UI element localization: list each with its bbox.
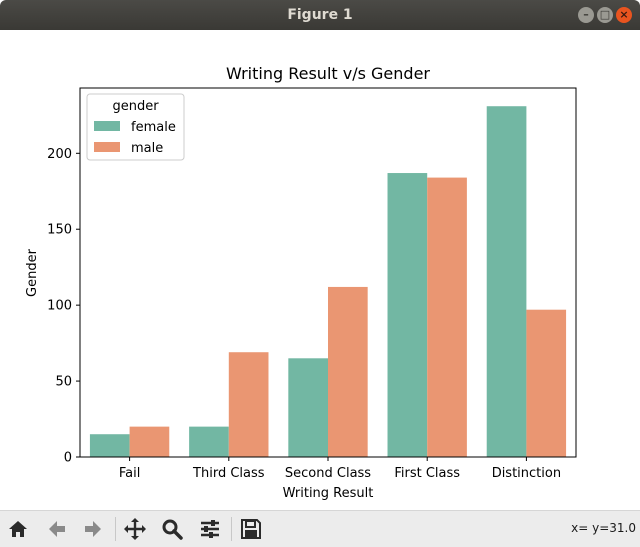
axes-frame xyxy=(79,87,577,458)
x-tick-label: First Class xyxy=(394,466,460,481)
bar-chart: Fail Third Class Second Class First Class Di… xyxy=(25,64,577,501)
legend-swatch-male xyxy=(94,142,120,152)
save-button[interactable] xyxy=(237,515,265,543)
x-tick-label: Third Class xyxy=(192,466,265,481)
x-tick-label: Second Class xyxy=(285,466,371,481)
bar-male-distinction xyxy=(526,309,567,457)
navigation-toolbar: x= y=31.0 xyxy=(0,510,640,547)
toolbar-separator xyxy=(115,517,116,541)
legend-label-male: male xyxy=(131,141,163,156)
home-button[interactable] xyxy=(4,515,32,543)
bar-female-third-class xyxy=(189,426,229,457)
x-tick-label: Distinction xyxy=(492,466,561,481)
maximize-button[interactable]: □ xyxy=(597,7,613,23)
legend-label-female: female xyxy=(131,120,176,135)
figure-canvas: Fail Third Class Second Class First Class Di… xyxy=(0,30,640,510)
x-axis-label: Writing Result xyxy=(283,486,374,501)
close-button[interactable]: × xyxy=(616,7,632,23)
x-tick-label: Fail xyxy=(119,466,140,481)
y-tick-label: 100 xyxy=(47,299,72,314)
legend-title: gender xyxy=(112,99,159,114)
zoom-icon xyxy=(162,519,183,540)
bar-female-first-class xyxy=(387,173,428,458)
bar-female-second-class xyxy=(288,358,328,457)
y-tick-label: 0 xyxy=(64,451,72,466)
bar-female-fail xyxy=(89,434,130,457)
minimize-button[interactable]: – xyxy=(578,7,594,23)
window-title: Figure 1 xyxy=(287,7,353,23)
pan-icon xyxy=(124,518,146,540)
bar-male-fail xyxy=(129,426,170,457)
home-icon xyxy=(9,521,27,537)
title-bar: Figure 1 – □ × xyxy=(0,0,640,30)
y-tick-label: 200 xyxy=(47,147,72,162)
back-icon xyxy=(49,521,65,537)
y-tick-label: 150 xyxy=(47,223,72,238)
chart-title: Writing Result v/s Gender xyxy=(226,64,430,83)
pan-button[interactable] xyxy=(121,515,149,543)
bar-female-distinction xyxy=(486,106,527,457)
bar-male-third-class xyxy=(228,352,269,457)
legend-swatch-female xyxy=(94,121,120,131)
legend: gender female male xyxy=(86,93,185,161)
back-button[interactable] xyxy=(43,515,71,543)
toolbar-separator xyxy=(231,517,232,541)
bar-male-second-class xyxy=(328,286,368,457)
y-axis-label: Gender xyxy=(25,248,40,297)
save-icon xyxy=(241,519,261,539)
configure-button[interactable] xyxy=(196,515,224,543)
zoom-button[interactable] xyxy=(158,515,186,543)
forward-button[interactable] xyxy=(79,515,107,543)
y-tick-label: 50 xyxy=(55,375,72,390)
bar-male-first-class xyxy=(427,177,467,457)
forward-icon xyxy=(85,521,101,537)
configure-icon xyxy=(201,520,219,538)
coordinate-readout: x= y=31.0 xyxy=(571,521,636,535)
